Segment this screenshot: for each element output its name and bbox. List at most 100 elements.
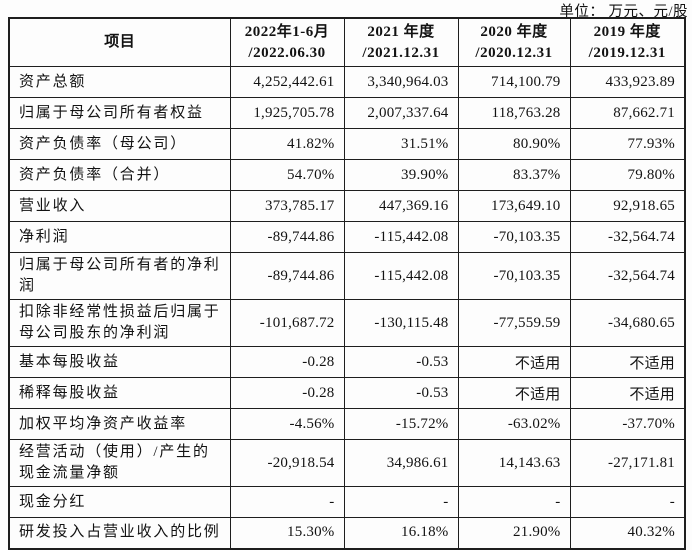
row-label: 净利润 (8, 221, 231, 253)
row-label: 研发投入占营业收入的比例 (8, 517, 231, 549)
cell-value: -115,442.08 (343, 252, 459, 300)
header-2020-column: 2020 年度/2020.12.31 (457, 17, 571, 67)
header-item-column: 项目 (8, 17, 231, 67)
cell-value: -63.02% (457, 408, 571, 440)
cell-value: 不适用 (569, 346, 686, 378)
table-row: 经营活动（使用）/产生的现金流量净额 -20,918.54 34,986.61 … (8, 439, 686, 487)
header-line2: /2020.12.31 (475, 44, 553, 61)
cell-value: -89,744.86 (229, 252, 345, 300)
row-label: 归属于母公司所有者权益 (8, 97, 231, 129)
table-row: 研发投入占营业收入的比例 15.30% 16.18% 21.90% 40.32% (8, 517, 686, 549)
cell-value: 不适用 (457, 346, 571, 378)
cell-value: -70,103.35 (457, 252, 571, 300)
cell-value: -15.72% (343, 408, 459, 440)
table-row: 资产负债率（母公司） 41.82% 31.51% 80.90% 77.93% (8, 128, 686, 160)
table-row: 扣除非经常性损益后归属于母公司股东的净利润 -101,687.72 -130,1… (8, 299, 686, 347)
cell-value: -101,687.72 (229, 299, 345, 347)
cell-value: - (457, 486, 571, 518)
cell-value: -0.28 (229, 377, 345, 409)
cell-value: -70,103.35 (457, 221, 571, 253)
cell-value: -4.56% (229, 408, 345, 440)
cell-value: -34,680.65 (569, 299, 686, 347)
table-body: 资产总额 4,252,442.61 3,340,964.03 714,100.7… (8, 66, 686, 549)
row-label: 资产负债率（母公司） (8, 128, 231, 160)
table-row: 现金分红 - - - - (8, 486, 686, 518)
row-label: 营业收入 (8, 190, 231, 222)
cell-value: 14,143.63 (457, 439, 571, 487)
cell-value: 2,007,337.64 (343, 97, 459, 129)
cell-value: -130,115.48 (343, 299, 459, 347)
cell-value: 16.18% (343, 517, 459, 549)
financial-summary-table: 项目 2022年1-6月/2022.06.30 2021 年度/2021.12.… (8, 17, 686, 550)
cell-value: 34,986.61 (343, 439, 459, 487)
cell-value: 714,100.79 (457, 66, 571, 98)
row-label: 稀释每股收益 (8, 377, 231, 409)
cell-value: -89,744.86 (229, 221, 345, 253)
header-line1: 2021 年度 (367, 23, 435, 40)
cell-value: 433,923.89 (569, 66, 686, 98)
row-label: 加权平均净资产收益率 (8, 408, 231, 440)
cell-value: 不适用 (457, 377, 571, 409)
cell-value: -115,442.08 (343, 221, 459, 253)
row-label: 扣除非经常性损益后归属于母公司股东的净利润 (8, 299, 231, 347)
cell-value: 41.82% (229, 128, 345, 160)
cell-value: -37.70% (569, 408, 686, 440)
table-header: 项目 2022年1-6月/2022.06.30 2021 年度/2021.12.… (8, 17, 686, 67)
header-row: 项目 2022年1-6月/2022.06.30 2021 年度/2021.12.… (8, 17, 686, 67)
row-label: 资产负债率（合并） (8, 159, 231, 191)
cell-value: 80.90% (457, 128, 571, 160)
header-line2: /2022.06.30 (248, 44, 326, 61)
cell-value: 39.90% (343, 159, 459, 191)
cell-value: 77.93% (569, 128, 686, 160)
cell-value: 83.37% (457, 159, 571, 191)
header-2022-column: 2022年1-6月/2022.06.30 (229, 17, 345, 67)
header-line1: 2022年1-6月 (244, 23, 330, 40)
cell-value: 3,340,964.03 (343, 66, 459, 98)
header-2019-column: 2019 年度/2019.12.31 (569, 17, 686, 67)
table-row: 加权平均净资产收益率 -4.56% -15.72% -63.02% -37.70… (8, 408, 686, 440)
header-line1: 项目 (104, 34, 136, 50)
cell-value: 447,369.16 (343, 190, 459, 222)
header-line2: /2019.12.31 (588, 44, 666, 61)
cell-value: - (569, 486, 686, 518)
cell-value: -0.28 (229, 346, 345, 378)
row-label: 现金分红 (8, 486, 231, 518)
cell-value: - (343, 486, 459, 518)
cell-value: -0.53 (343, 377, 459, 409)
unit-note: 单位： 万元、元/股 (559, 4, 688, 20)
cell-value: - (229, 486, 345, 518)
cell-value: -32,564.74 (569, 252, 686, 300)
row-label: 资产总额 (8, 66, 231, 98)
cell-value: 21.90% (457, 517, 571, 549)
table-row: 资产负债率（合并） 54.70% 39.90% 83.37% 79.80% (8, 159, 686, 191)
cell-value: 87,662.71 (569, 97, 686, 129)
header-2021-column: 2021 年度/2021.12.31 (343, 17, 459, 67)
cell-value: 1,925,705.78 (229, 97, 345, 129)
cell-value: -27,171.81 (569, 439, 686, 487)
row-label: 经营活动（使用）/产生的现金流量净额 (8, 439, 231, 487)
table-row: 归属于母公司所有者的净利润 -89,744.86 -115,442.08 -70… (8, 252, 686, 300)
cell-value: 不适用 (569, 377, 686, 409)
table-row: 资产总额 4,252,442.61 3,340,964.03 714,100.7… (8, 66, 686, 98)
table-row: 营业收入 373,785.17 447,369.16 173,649.10 92… (8, 190, 686, 222)
cell-value: 92,918.65 (569, 190, 686, 222)
header-line2: /2021.12.31 (362, 44, 440, 61)
cell-value: 54.70% (229, 159, 345, 191)
cell-value: 79.80% (569, 159, 686, 191)
cell-value: -77,559.59 (457, 299, 571, 347)
table-row: 基本每股收益 -0.28 -0.53 不适用 不适用 (8, 346, 686, 378)
header-line1: 2019 年度 (593, 23, 661, 40)
cell-value: -20,918.54 (229, 439, 345, 487)
cell-value: 31.51% (343, 128, 459, 160)
cell-value: 15.30% (229, 517, 345, 549)
cell-value: 373,785.17 (229, 190, 345, 222)
row-label: 基本每股收益 (8, 346, 231, 378)
table-row: 稀释每股收益 -0.28 -0.53 不适用 不适用 (8, 377, 686, 409)
cell-value: 173,649.10 (457, 190, 571, 222)
cell-value: 118,763.28 (457, 97, 571, 129)
cell-value: 4,252,442.61 (229, 66, 345, 98)
header-line1: 2020 年度 (480, 23, 548, 40)
cell-value: -32,564.74 (569, 221, 686, 253)
row-label: 归属于母公司所有者的净利润 (8, 252, 231, 300)
